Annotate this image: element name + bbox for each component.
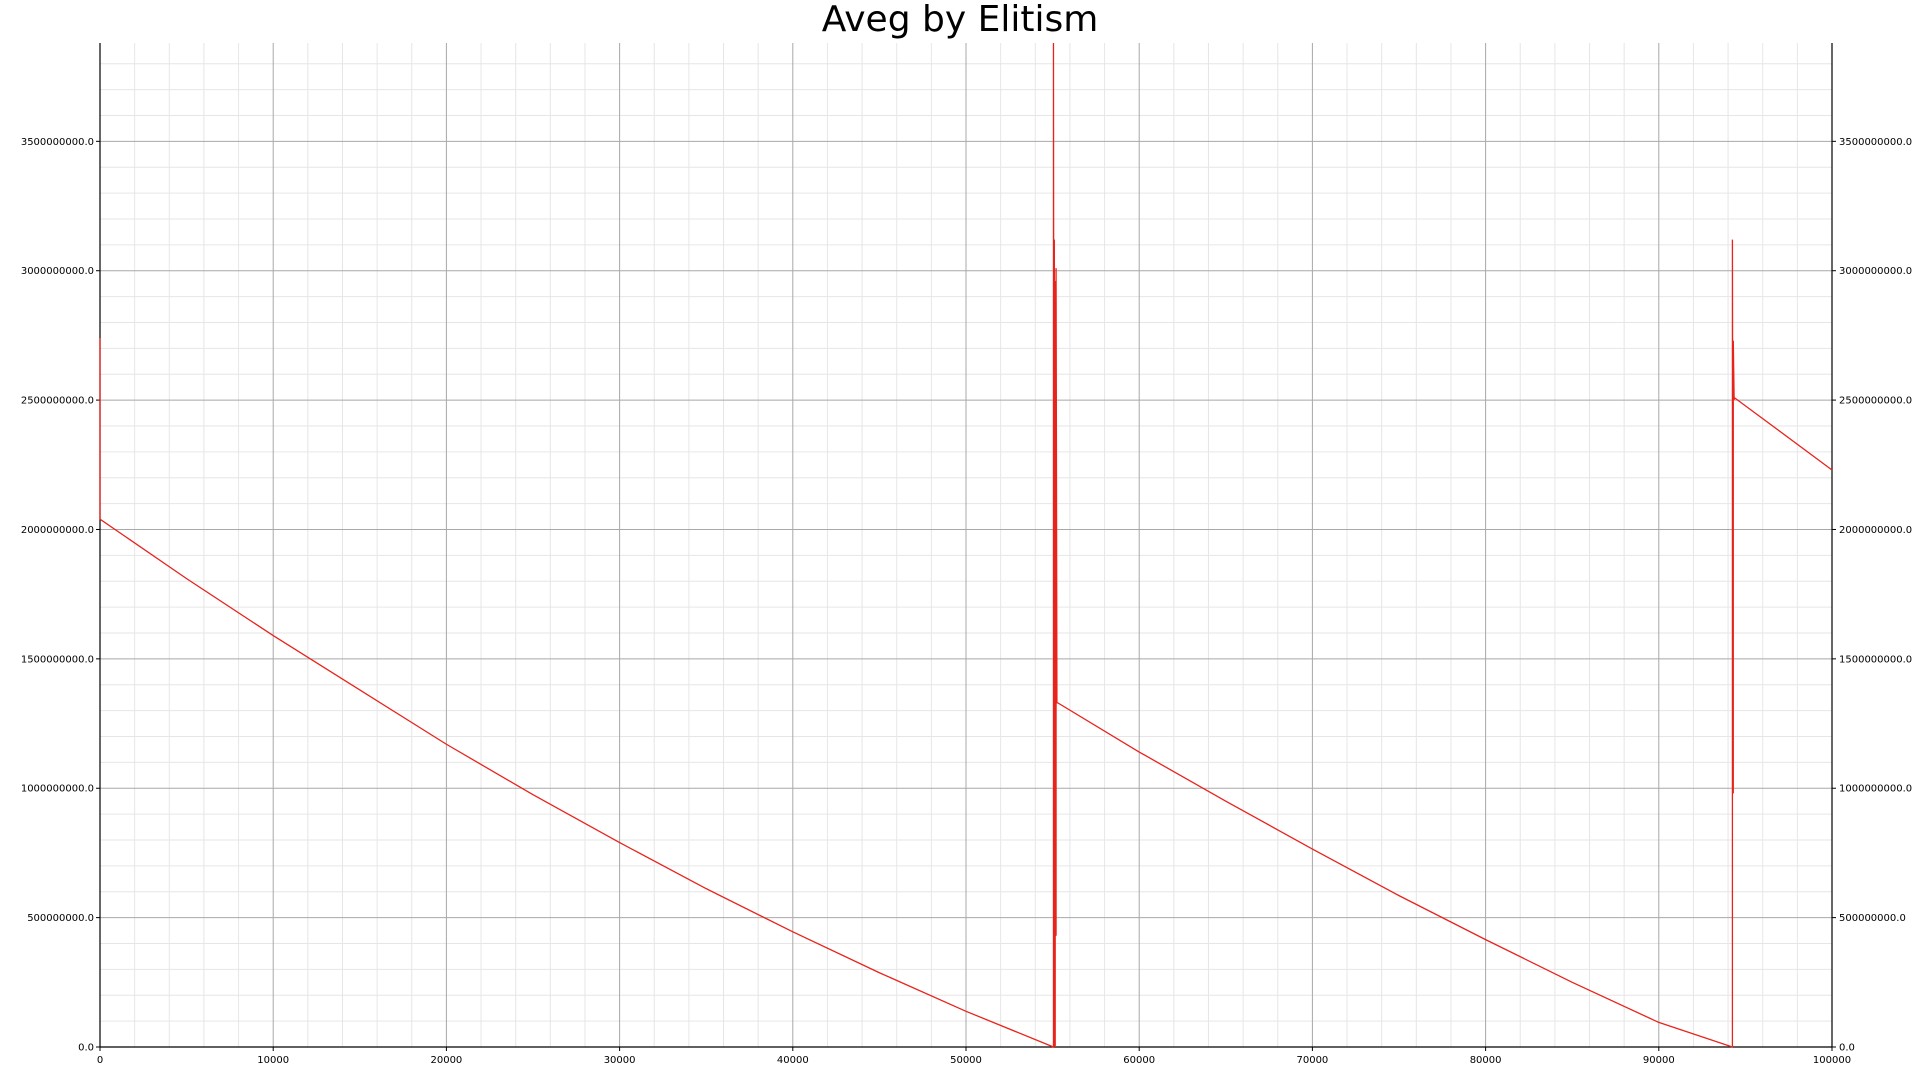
x-tick-label: 100000 <box>1813 1055 1851 1066</box>
y-tick-label-right: 1500000000.0 <box>1839 654 1912 665</box>
y-tick-label-right: 2500000000.0 <box>1839 396 1912 407</box>
x-tick-label: 10000 <box>257 1055 289 1066</box>
y-tick-label-left: 3500000000.0 <box>21 137 94 148</box>
y-tick-label-right: 0.0 <box>1839 1043 1855 1054</box>
y-tick-label-left: 0.0 <box>78 1043 94 1054</box>
y-tick-label-left: 1000000000.0 <box>21 784 94 795</box>
y-tick-label-right: 3000000000.0 <box>1839 266 1912 277</box>
y-tick-label-right: 1000000000.0 <box>1839 784 1912 795</box>
x-tick-label: 90000 <box>1643 1055 1675 1066</box>
x-tick-label: 30000 <box>604 1055 636 1066</box>
y-tick-label-right: 2000000000.0 <box>1839 525 1912 536</box>
y-tick-label-right: 3500000000.0 <box>1839 137 1912 148</box>
chart-title: Aveg by Elitism <box>821 0 1099 40</box>
y-tick-label-left: 500000000.0 <box>27 913 94 924</box>
y-tick-label-left: 2500000000.0 <box>21 396 94 407</box>
x-tick-label: 40000 <box>777 1055 809 1066</box>
x-tick-label: 50000 <box>950 1055 982 1066</box>
x-tick-label: 70000 <box>1296 1055 1328 1066</box>
x-tick-label: 60000 <box>1123 1055 1155 1066</box>
y-tick-label-right: 500000000.0 <box>1839 913 1906 924</box>
y-tick-label-left: 3000000000.0 <box>21 266 94 277</box>
y-tick-label-left: 1500000000.0 <box>21 654 94 665</box>
x-tick-label: 0 <box>97 1055 103 1066</box>
series-line <box>99 42 1833 1048</box>
x-tick-label: 20000 <box>430 1055 462 1066</box>
y-tick-label-left: 2000000000.0 <box>21 525 94 536</box>
x-tick-label: 80000 <box>1470 1055 1502 1066</box>
